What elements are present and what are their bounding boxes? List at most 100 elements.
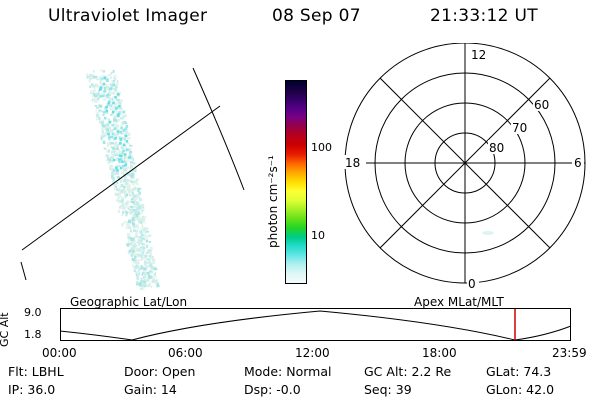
emission-pixel-bright: [115, 107, 118, 110]
emission-pixel: [141, 209, 145, 212]
emission-pixel: [119, 205, 121, 208]
emission-pixel: [124, 130, 127, 132]
orbit-xtick-0000: 00:00: [42, 346, 77, 360]
emission-pixel: [137, 209, 141, 212]
emission-pixel: [131, 180, 136, 183]
emission-pixel: [142, 253, 145, 256]
emission-pixel: [133, 202, 135, 205]
emission-pixel-bright: [117, 114, 120, 118]
emission-pixel: [94, 99, 98, 103]
emission-pixel: [136, 283, 139, 286]
emission-pixel: [141, 230, 145, 233]
status-filter: Flt: LBHL: [8, 364, 64, 379]
emission-pixel: [126, 142, 129, 145]
emission-pixel: [129, 205, 131, 209]
emission-pixel: [124, 209, 127, 212]
emission-pixel: [115, 164, 118, 167]
emission-pixel: [121, 121, 125, 125]
emission-pixel: [145, 258, 148, 262]
emission-pixel: [129, 211, 133, 215]
emission-pixel: [135, 179, 138, 183]
emission-pixel: [138, 271, 141, 275]
emission-pixel: [120, 198, 125, 202]
status-gain: Gain: 14: [124, 382, 177, 397]
emission-pixel: [136, 261, 140, 264]
imager-image-panel: [20, 67, 245, 290]
emission-pixel: [92, 77, 96, 79]
emission-pixel: [114, 146, 117, 150]
emission-pixel: [96, 78, 100, 81]
emission-pixel: [126, 223, 129, 226]
emission-pixel: [134, 167, 137, 171]
polar-meridian-diag-b: [379, 77, 551, 249]
emission-pixel: [136, 277, 139, 280]
emission-pixel: [144, 238, 147, 241]
emission-pixel: [124, 114, 127, 118]
emission-pixel: [124, 181, 128, 183]
emission-pixel: [134, 186, 136, 188]
emission-pixel: [106, 128, 109, 132]
emission-pixel: [108, 158, 111, 162]
emission-pixel: [126, 160, 129, 163]
emission-pixel: [131, 221, 136, 224]
emission-pixel: [155, 282, 157, 285]
emission-pixel: [137, 215, 140, 220]
orbit-xtick-1200: 12:00: [295, 346, 330, 360]
emission-pixel: [150, 257, 154, 260]
emission-pixel: [136, 203, 139, 205]
emission-pixel: [114, 104, 117, 107]
emission-pixel: [115, 147, 119, 150]
emission-pixel: [143, 272, 146, 276]
emission-pixel: [139, 247, 141, 250]
emission-pixel: [133, 268, 136, 271]
emission-pixel: [156, 284, 160, 288]
emission-pixel: [126, 189, 128, 192]
emission-pixel: [124, 196, 127, 199]
orbit-ytick-min: 1.8: [24, 328, 42, 341]
emission-pixel: [117, 128, 121, 132]
emission-pixel: [116, 181, 119, 184]
emission-pixel: [110, 174, 115, 177]
emission-pixel: [136, 254, 140, 257]
emission-pixel: [94, 94, 97, 98]
emission-pixel-bright: [107, 132, 110, 136]
emission-pixel: [125, 243, 128, 246]
emission-pixel: [115, 82, 119, 86]
emission-pixel: [97, 115, 100, 119]
auroral-emission: [86, 69, 160, 290]
emission-pixel: [109, 164, 113, 168]
emission-pixel: [147, 249, 150, 252]
emission-pixel: [138, 250, 142, 254]
emission-pixel: [139, 198, 143, 202]
emission-pixel: [118, 193, 121, 197]
emission-pixel: [138, 265, 141, 268]
emission-pixel: [146, 284, 149, 288]
emission-pixel: [111, 129, 114, 133]
emission-pixel: [113, 88, 116, 91]
emission-pixel: [153, 268, 158, 271]
emission-pixel: [133, 260, 136, 263]
emission-pixel: [142, 226, 145, 230]
emission-pixel: [130, 171, 133, 174]
emission-pixel: [104, 106, 106, 110]
image-panel-label: Geographic Lat/Lon: [70, 295, 188, 309]
emission-pixel: [109, 166, 112, 170]
emission-pixel: [141, 238, 146, 240]
emission-pixel: [114, 154, 118, 156]
emission-pixel: [138, 281, 141, 286]
emission-pixel: [112, 108, 116, 112]
emission-pixel-bright: [107, 136, 111, 140]
emission-pixel: [127, 166, 130, 169]
orbit-altitude-plot: [60, 308, 572, 341]
emission-pixel: [137, 209, 139, 213]
emission-pixel: [148, 260, 152, 264]
emission-pixel-bright: [119, 154, 122, 157]
emission-pixel: [123, 186, 126, 188]
emission-pixel: [116, 193, 119, 196]
emission-pixel: [133, 220, 136, 224]
emission-pixel-bright: [117, 105, 121, 108]
mlt-label-12: 12: [471, 48, 486, 62]
emission-pixel: [110, 145, 113, 149]
emission-pixel: [110, 76, 112, 79]
emission-pixel: [132, 162, 136, 165]
